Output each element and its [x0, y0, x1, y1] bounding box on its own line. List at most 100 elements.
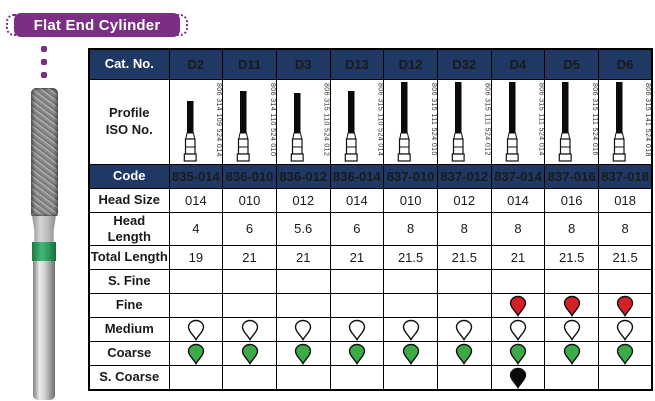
iso-number-D12: 806 315 111 524 010 [429, 82, 437, 156]
bur-profile-D12: 806 315 111 524 010 [385, 80, 437, 163]
col-header-D13: D13 [329, 48, 385, 80]
table-row-s_coarse: S. Coarse [88, 365, 653, 391]
row-label-head_length: Head Length [88, 211, 170, 246]
code-cell-D4: 837-014 [490, 163, 546, 189]
head_length-cell-D2: 4 [168, 211, 224, 246]
grit-s_coarse-cell-D11 [222, 365, 277, 391]
diamond-drop-icon-white [187, 319, 205, 341]
table-row-head_size: Head Size 014 010 012 014 010 012 014 016 018 [88, 187, 653, 213]
head_length-cell-D6: 8 [598, 211, 653, 246]
col-header-D12: D12 [383, 48, 438, 80]
grit-fine-cell-D32 [436, 293, 492, 318]
head_length-cell-D11: 6 [222, 211, 277, 246]
grit-s_coarse-cell-D3 [275, 365, 331, 391]
total_length-cell-D11: 21 [222, 245, 277, 270]
bur-profile-D3: 806 315 110 524 012 [277, 80, 330, 163]
grit-s_fine-cell-D4 [490, 269, 546, 294]
grit-fine-cell-D12 [383, 293, 438, 318]
profile-cell-D2: 806 314 109 524 014 [168, 78, 224, 165]
code-cell-D3: 836-012 [275, 163, 331, 189]
grit-medium-cell-D3 [275, 317, 331, 342]
grit-fine-cell-D4 [490, 293, 546, 318]
grit-medium-cell-D11 [222, 317, 277, 342]
diamond-drop-icon-green [402, 343, 419, 365]
bur-profile-D6: 806 315 141 524 018 [599, 80, 652, 163]
banner-trim-right-icon [177, 14, 188, 36]
grit-coarse-cell-D4 [490, 341, 546, 366]
grit-s_fine-cell-D2 [168, 269, 224, 294]
diamond-drop-icon-white [295, 319, 312, 341]
code-cell-D12: 837-010 [383, 163, 438, 189]
profile-cell-D6: 806 315 141 524 018 [598, 78, 653, 165]
total_length-cell-D32: 21.5 [436, 245, 492, 270]
diamond-drop-icon-white [348, 319, 366, 341]
iso-number-D4: 806 315 111 524 014 [537, 82, 545, 156]
profile-cell-D13: 806 315 110 524 014 [329, 78, 385, 165]
head_size-cell-D4: 014 [490, 187, 546, 213]
head_size-cell-D32: 012 [436, 187, 492, 213]
table-row-s_fine: S. Fine [88, 269, 653, 294]
deco-dot-icon [41, 72, 47, 78]
head_size-cell-D11: 010 [222, 187, 277, 213]
total_length-cell-D5: 21.5 [544, 245, 599, 270]
iso-number-D11: 806 314 110 524 010 [268, 82, 276, 156]
table-row-cat_no: Cat. No. D2 D11 D3 D13 D12 D32 D4 D5 D6 [88, 48, 653, 80]
head_length-cell-D5: 8 [544, 211, 599, 246]
total_length-cell-D3: 21 [275, 245, 331, 270]
iso-number-D6: 806 315 141 524 018 [644, 82, 652, 157]
grit-s_coarse-cell-D13 [329, 365, 385, 391]
head_length-cell-D32: 8 [436, 211, 492, 246]
profile-cell-D32: 806 315 111 524 012 [436, 78, 492, 165]
row-label-head_size: Head Size [88, 187, 170, 213]
bur-profile-icon [290, 92, 304, 162]
row-label-medium: Medium [88, 317, 170, 342]
grit-s_coarse-cell-D6 [598, 365, 653, 391]
grit-fine-cell-D11 [222, 293, 277, 318]
head_size-cell-D5: 016 [544, 187, 599, 213]
grit-coarse-cell-D11 [222, 341, 277, 366]
iso-number-D5: 806 315 111 524 016 [591, 82, 598, 156]
grit-medium-cell-D13 [329, 317, 385, 342]
code-cell-D13: 836-014 [329, 163, 385, 189]
iso-number-D13: 806 315 110 524 014 [376, 82, 384, 156]
grit-coarse-cell-D5 [544, 341, 599, 366]
grit-s_coarse-cell-D12 [383, 365, 438, 391]
diamond-drop-icon-black [509, 367, 527, 389]
grit-coarse-cell-D13 [329, 341, 385, 366]
bur-grit-band-green [32, 242, 56, 261]
bur-profile-D5: 806 315 111 524 016 [546, 80, 598, 163]
grit-s_fine-cell-D6 [598, 269, 653, 294]
total_length-cell-D6: 21.5 [598, 245, 653, 270]
bur-profile-D2: 806 314 109 524 014 [170, 80, 222, 163]
grit-s_coarse-cell-D32 [436, 365, 492, 391]
profile-cell-D4: 806 315 111 524 014 [490, 78, 546, 165]
diamond-drop-icon-white [241, 319, 258, 341]
bur-profile-icon [505, 81, 519, 162]
grit-fine-cell-D6 [598, 293, 653, 318]
diamond-drop-icon-green [187, 343, 205, 365]
bur-product-photo [29, 88, 59, 400]
total_length-cell-D4: 21 [490, 245, 546, 270]
head_length-cell-D12: 8 [383, 211, 438, 246]
grit-fine-cell-D5 [544, 293, 599, 318]
bur-profile-icon [612, 81, 626, 162]
head_size-cell-D6: 018 [598, 187, 653, 213]
row-label-s_coarse: S. Coarse [88, 365, 170, 391]
bur-profile-icon [559, 81, 573, 162]
grit-s_fine-cell-D12 [383, 269, 438, 294]
page-title: Flat End Cylinder [33, 16, 161, 34]
row-label-cat_no: Cat. No. [88, 48, 170, 80]
row-label-coarse: Coarse [88, 341, 170, 366]
bur-profile-D32: 806 315 111 524 012 [438, 80, 490, 163]
row-label-s_fine: S. Fine [88, 269, 170, 294]
diamond-drop-icon-red [563, 295, 580, 317]
diamond-drop-icon-white [563, 319, 580, 341]
diamond-drop-icon-white [509, 319, 527, 341]
grit-medium-cell-D32 [436, 317, 492, 342]
grit-medium-cell-D2 [168, 317, 224, 342]
diamond-drop-icon-red [616, 295, 634, 317]
bur-profile-D13: 806 315 110 524 014 [331, 80, 384, 163]
row-label-code: Code [88, 163, 170, 189]
grit-s_fine-cell-D5 [544, 269, 599, 294]
iso-number-D3: 806 315 110 524 012 [322, 82, 330, 156]
